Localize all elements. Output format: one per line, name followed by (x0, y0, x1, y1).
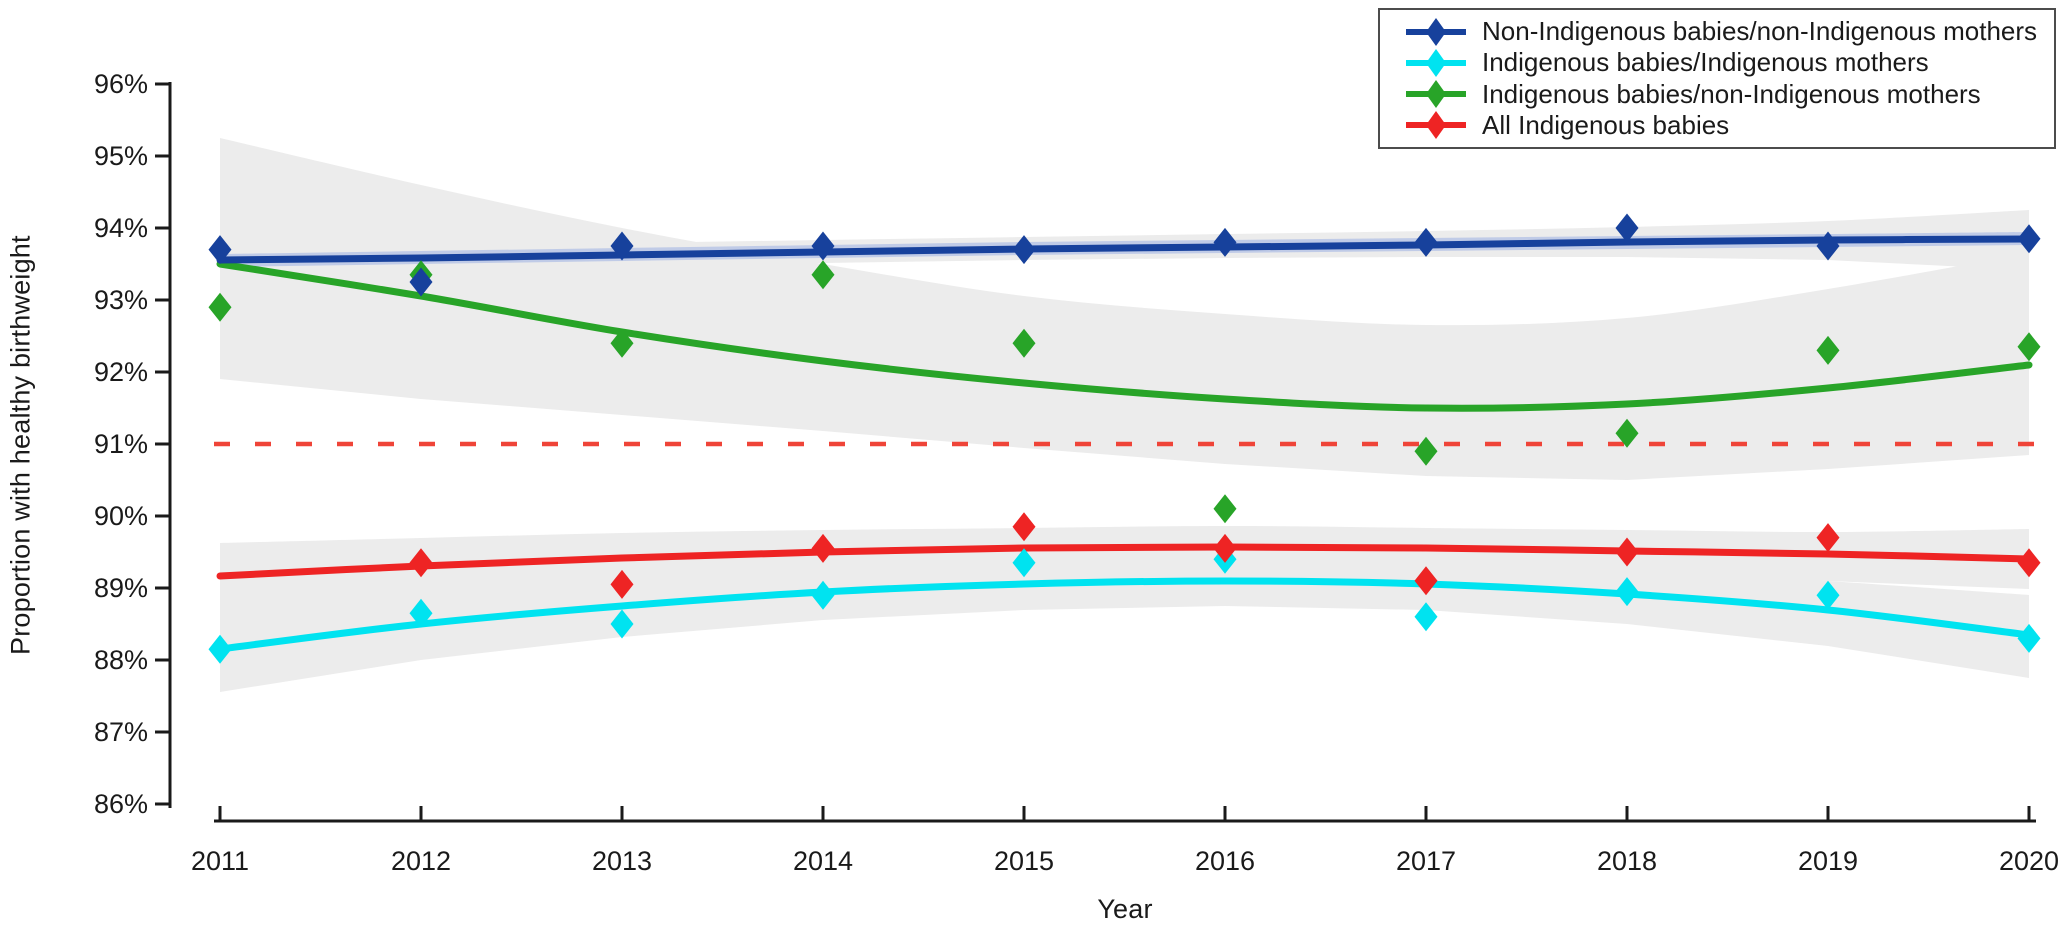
data-point-s0-2012 (409, 267, 433, 297)
data-point-s3-2020 (2017, 548, 2041, 578)
data-point-s2-2013 (610, 328, 634, 358)
y-tick-label: 90% (94, 501, 148, 531)
legend-marker-icon (1406, 111, 1466, 140)
data-point-s0-2020 (2017, 224, 2041, 254)
data-point-s1-2011 (208, 634, 232, 664)
data-point-s2-2018 (1615, 418, 1639, 448)
data-point-s1-2017 (1414, 602, 1438, 632)
data-point-s0-2014 (811, 231, 835, 261)
x-tick-label: 2016 (1195, 846, 1255, 876)
data-point-s3-2012 (409, 548, 433, 578)
data-point-s2-2019 (1816, 335, 1840, 365)
data-point-s0-2011 (208, 235, 232, 265)
trend-line-0 (216, 235, 2033, 264)
y-tick-label: 89% (94, 573, 148, 603)
data-point-s1-2014 (811, 580, 835, 610)
y-tick-label: 86% (94, 789, 148, 819)
data-point-s2-2015 (1012, 328, 1036, 358)
data-point-s3-2013 (610, 569, 634, 599)
x-tick-label: 2020 (1999, 846, 2059, 876)
data-point-s2-2014 (811, 260, 835, 290)
y-tick-label: 96% (94, 69, 148, 99)
legend-item-label: Indigenous babies/Indigenous mothers (1482, 47, 1929, 78)
y-tick-label: 93% (94, 285, 148, 315)
legend-marker-icon (1406, 48, 1466, 77)
data-point-s3-2019 (1816, 523, 1840, 553)
data-point-s1-2019 (1816, 580, 1840, 610)
trend-line-2 (216, 260, 2033, 412)
data-point-s3-2015 (1012, 512, 1036, 542)
data-point-s1-2013 (610, 609, 634, 639)
x-tick-label: 2017 (1396, 846, 1456, 876)
confidence-band-2 (220, 138, 2029, 480)
trend-line-3 (216, 543, 2033, 580)
y-axis-title: Proportion with healthy birthweight (5, 235, 36, 655)
data-point-s0-2018 (1615, 213, 1639, 243)
y-tick-label: 92% (94, 357, 148, 387)
data-point-s1-2012 (409, 598, 433, 628)
legend-marker-icon (1406, 17, 1466, 46)
data-point-s3-2016 (1213, 533, 1237, 563)
data-point-s0-2013 (610, 231, 634, 261)
data-point-s2-2020 (2017, 332, 2041, 362)
y-tick-label: 95% (94, 141, 148, 171)
data-point-s0-2016 (1213, 227, 1237, 257)
y-tick-label: 88% (94, 645, 148, 675)
data-point-s3-2017 (1414, 566, 1438, 596)
legend-item-label: All Indigenous babies (1482, 109, 1730, 140)
x-tick-label: 2018 (1597, 846, 1657, 876)
data-point-s1-2015 (1012, 548, 1036, 578)
legend-item: Indigenous babies/non-Indigenous mothers (1404, 79, 2044, 110)
data-point-s0-2019 (1816, 231, 1840, 261)
data-point-s2-2016 (1213, 494, 1237, 524)
y-tick-label: 87% (94, 717, 148, 747)
x-tick-label: 2019 (1798, 846, 1858, 876)
legend-marker-icon (1406, 80, 1466, 109)
legend-item: Indigenous babies/Indigenous mothers (1404, 47, 2044, 78)
data-point-s1-2018 (1615, 577, 1639, 607)
data-point-s3-2014 (811, 533, 835, 563)
data-point-s3-2018 (1615, 537, 1639, 567)
x-tick-label: 2013 (592, 846, 652, 876)
x-tick-label: 2015 (994, 846, 1054, 876)
data-point-s2-2017 (1414, 436, 1438, 466)
legend-item-label: Non-Indigenous babies/non-Indigenous mot… (1482, 16, 2038, 47)
x-axis-title: Year (1097, 894, 1153, 924)
x-tick-label: 2011 (191, 846, 249, 876)
x-tick-label: 2012 (391, 846, 451, 876)
trend-line-1 (216, 577, 2033, 653)
data-point-s0-2015 (1012, 235, 1036, 265)
x-tick-label: 2014 (793, 846, 853, 876)
legend: Non-Indigenous babies/non-Indigenous mot… (1378, 8, 2056, 149)
data-point-s1-2020 (2017, 623, 2041, 653)
y-tick-label: 94% (94, 213, 148, 243)
legend-item: All Indigenous babies (1404, 110, 2044, 141)
data-point-s0-2017 (1414, 227, 1438, 257)
legend-item: Non-Indigenous babies/non-Indigenous mot… (1404, 16, 2044, 47)
legend-item-label: Indigenous babies/non-Indigenous mothers (1482, 78, 1981, 109)
y-tick-label: 91% (94, 429, 148, 459)
data-point-s2-2011 (208, 292, 232, 322)
